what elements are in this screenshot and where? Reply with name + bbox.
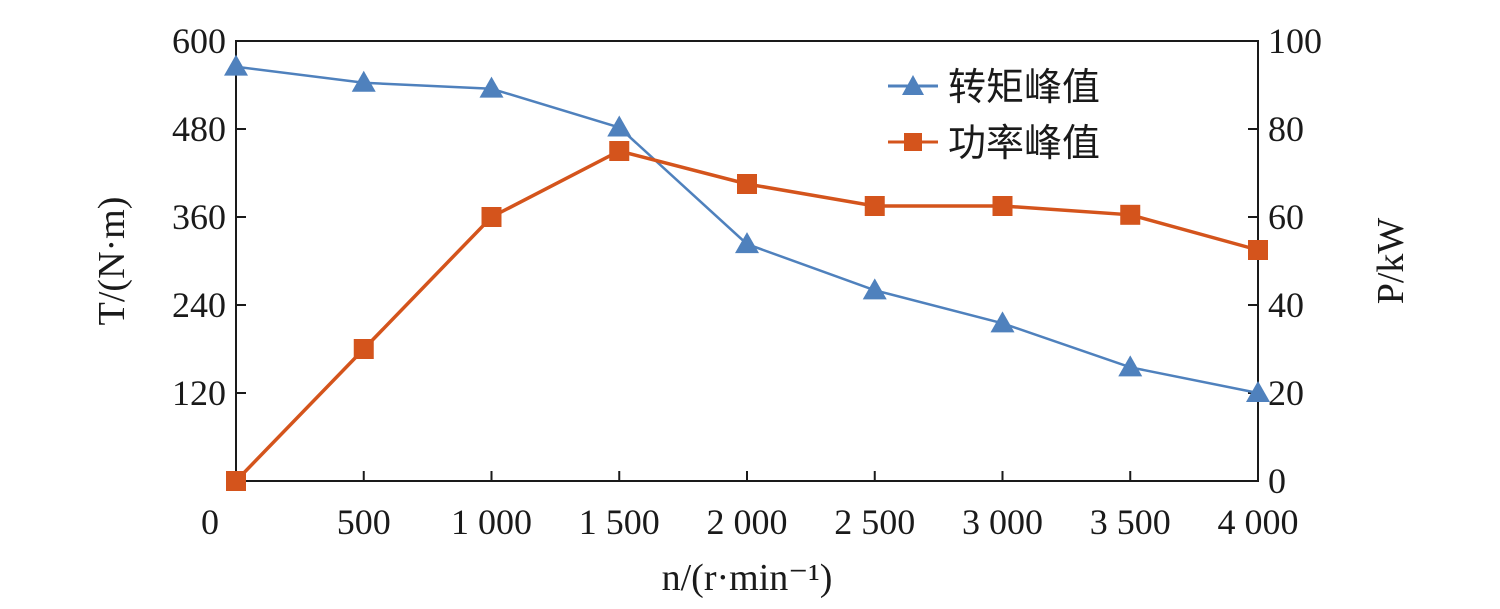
torque-point xyxy=(990,311,1015,333)
x-tick-label: 4 000 xyxy=(1218,502,1299,542)
x-tick-label: 3 000 xyxy=(962,502,1043,542)
x-tick-label: 2 500 xyxy=(834,502,915,542)
x-tick-label: 1 000 xyxy=(451,502,532,542)
power-point xyxy=(1120,204,1141,225)
torque-series-line xyxy=(235,65,1259,395)
y-axis-left-title: T/(N·m) xyxy=(91,197,133,326)
x-axis-title: n/(r·min⁻¹) xyxy=(662,557,833,599)
x-tick-label: 2 000 xyxy=(707,502,788,542)
power-series-line xyxy=(234,149,1259,483)
y-right-tick-label: 60 xyxy=(1268,197,1304,237)
y-left-tick-label: 360 xyxy=(172,197,226,237)
power-point xyxy=(1248,240,1268,260)
torque-point xyxy=(607,115,632,137)
x-tick-label: 3 500 xyxy=(1090,502,1171,542)
power-point xyxy=(609,141,630,161)
y-right-tick-label: 100 xyxy=(1268,21,1322,61)
x-tick-label: 500 xyxy=(337,502,391,542)
power-point xyxy=(864,196,885,216)
torque-point xyxy=(735,232,759,254)
y-left-tick-label: 480 xyxy=(172,109,226,149)
legend: 转矩峰值 功率峰值 xyxy=(888,65,1100,165)
tick-labels: 0 500 1 000 1 500 2 000 2 500 3 000 3 500 4 000 1… xyxy=(172,21,1322,542)
torque-point xyxy=(351,70,376,92)
y-right-tick-label: 20 xyxy=(1268,373,1304,413)
y-left-tick-label: 120 xyxy=(172,373,226,413)
legend-label-power: 功率峰值 xyxy=(948,121,1100,165)
y-right-tick-label: 40 xyxy=(1268,285,1304,325)
x-tick-label: 1 500 xyxy=(579,502,660,542)
torque-point xyxy=(479,76,504,98)
y-right-tick-label: 80 xyxy=(1268,109,1304,149)
power-point xyxy=(992,196,1013,216)
torque-point xyxy=(1118,355,1143,377)
power-point xyxy=(226,471,246,491)
legend-marker-torque xyxy=(902,75,924,95)
plot-frame xyxy=(235,40,1259,482)
x-tick-label: 0 xyxy=(201,502,219,542)
power-point xyxy=(481,207,502,227)
power-point xyxy=(737,174,757,194)
y-left-tick-label: 240 xyxy=(172,285,226,325)
legend-marker-power xyxy=(904,133,922,151)
torque-point xyxy=(1246,381,1270,402)
torque-point xyxy=(224,54,248,76)
y-axis-right-title: P/kW xyxy=(1370,218,1412,305)
axis-ticks xyxy=(235,40,1259,482)
legend-label-torque: 转矩峰值 xyxy=(948,65,1100,109)
power-point xyxy=(353,339,374,359)
series-layer xyxy=(224,54,1270,491)
y-right-tick-label: 0 xyxy=(1268,461,1286,501)
torque-point xyxy=(862,278,887,300)
y-left-tick-label: 600 xyxy=(172,21,226,61)
